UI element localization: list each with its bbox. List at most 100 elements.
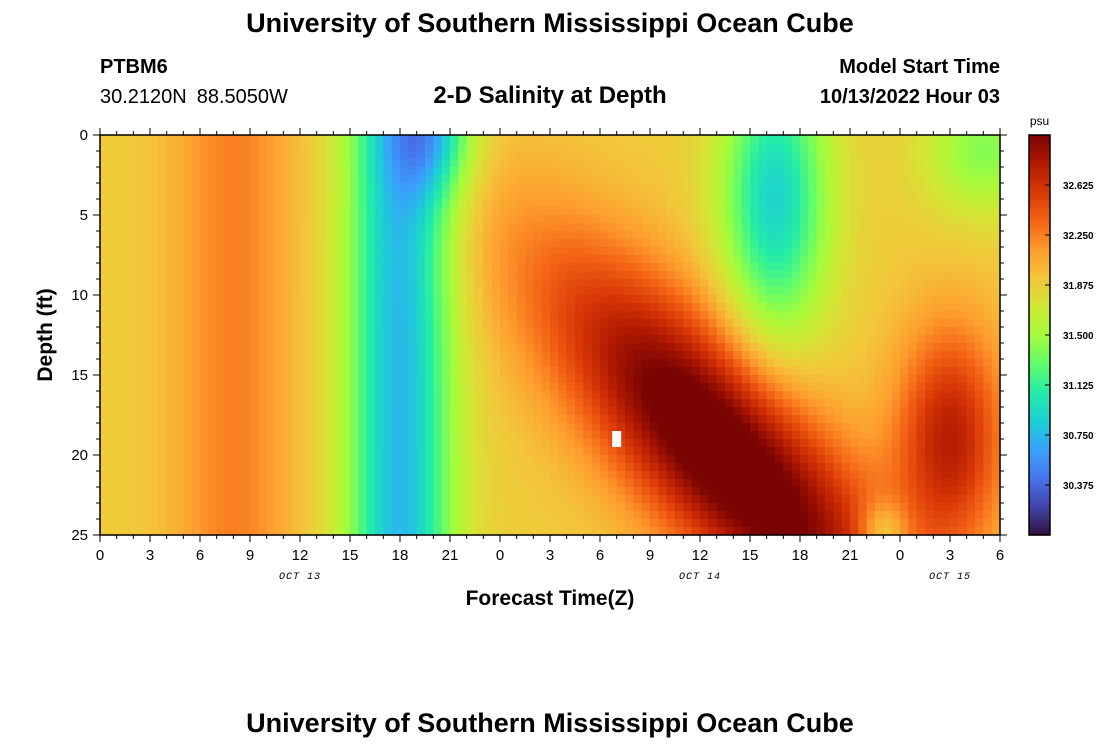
heatmap-cell <box>100 199 109 208</box>
heatmap-cell <box>766 399 776 408</box>
heatmap-cell <box>900 407 909 416</box>
heatmap-cell <box>191 287 201 296</box>
heatmap-cell <box>925 239 934 248</box>
heatmap-cell <box>700 207 709 216</box>
heatmap-cell <box>183 255 193 264</box>
heatmap-cell <box>850 231 859 240</box>
heatmap-cell <box>375 295 384 304</box>
heatmap-cell <box>633 231 643 240</box>
heatmap-cell <box>733 463 743 472</box>
heatmap-cell <box>833 207 843 216</box>
heatmap-cell <box>441 455 451 464</box>
heatmap-cell <box>166 271 176 280</box>
heatmap-cell <box>466 463 476 472</box>
heatmap-cell <box>458 231 468 240</box>
heatmap-cell <box>908 151 918 160</box>
heatmap-cell <box>108 239 118 248</box>
heatmap-cell <box>900 319 909 328</box>
heatmap-cell <box>583 151 593 160</box>
heatmap-cell <box>191 335 201 344</box>
heatmap-cell <box>725 375 734 384</box>
heatmap-cell <box>891 263 901 272</box>
heatmap-cell <box>100 319 109 328</box>
heatmap-cell <box>141 199 151 208</box>
heatmap-cell <box>725 135 734 144</box>
heatmap-cell <box>208 479 218 488</box>
heatmap-cell <box>691 143 701 152</box>
heatmap-cell <box>391 159 401 168</box>
heatmap-cell <box>591 359 601 368</box>
heatmap-cell <box>216 495 226 504</box>
heatmap-cell <box>500 463 509 472</box>
heatmap-cell <box>516 527 526 536</box>
heatmap-cell <box>741 439 751 448</box>
heatmap-cell <box>525 367 534 376</box>
heatmap-cell <box>433 327 443 336</box>
heatmap-cell <box>458 175 468 184</box>
heatmap-cell <box>600 463 609 472</box>
heatmap-cell <box>183 215 193 224</box>
heatmap-cell <box>158 279 168 288</box>
heatmap-cell <box>133 175 143 184</box>
heatmap-cell <box>916 295 926 304</box>
heatmap-cell <box>225 439 234 448</box>
heatmap-cell <box>233 199 243 208</box>
heatmap-cell <box>133 207 143 216</box>
heatmap-cell <box>791 407 801 416</box>
heatmap-cell <box>833 447 843 456</box>
heatmap-cell <box>500 455 509 464</box>
heatmap-cell <box>433 447 443 456</box>
heatmap-cell <box>550 439 559 448</box>
heatmap-cell <box>266 135 276 144</box>
heatmap-cell <box>525 455 534 464</box>
heatmap-cell <box>375 175 384 184</box>
heatmap-cell <box>158 511 168 520</box>
heatmap-cell <box>116 231 126 240</box>
heatmap-cell <box>716 335 726 344</box>
heatmap-cell <box>891 487 901 496</box>
heatmap-cell <box>575 223 584 232</box>
heatmap-cell <box>733 423 743 432</box>
station-coordinates: 30.2120N 88.5050W <box>100 86 298 109</box>
heatmap-cell <box>783 215 793 224</box>
heatmap-cell <box>291 359 301 368</box>
heatmap-cell <box>291 479 301 488</box>
heatmap-cell <box>475 351 484 360</box>
heatmap-cell <box>333 263 343 272</box>
heatmap-cell <box>491 527 501 536</box>
heatmap-cell <box>691 215 701 224</box>
heatmap-cell <box>525 255 534 264</box>
heatmap-cell <box>875 239 884 248</box>
heatmap-cell <box>175 503 184 512</box>
heatmap-cell <box>383 143 393 152</box>
heatmap-cell <box>550 183 559 192</box>
heatmap-cell <box>758 415 768 424</box>
heatmap-cell <box>816 247 826 256</box>
heatmap-cell <box>108 191 118 200</box>
heatmap-cell <box>516 495 526 504</box>
heatmap-cell <box>658 263 668 272</box>
heatmap-cell <box>650 271 659 280</box>
heatmap-cell <box>666 415 676 424</box>
heatmap-cell <box>516 415 526 424</box>
heatmap-cell <box>541 223 551 232</box>
heatmap-cell <box>891 319 901 328</box>
heatmap-cell <box>391 183 401 192</box>
heatmap-cell <box>883 135 893 144</box>
heatmap-cell <box>208 431 218 440</box>
heatmap-cell <box>150 143 159 152</box>
heatmap-cell <box>175 231 184 240</box>
heatmap-cell <box>683 295 693 304</box>
heatmap-cell <box>808 143 818 152</box>
heatmap-cell <box>266 327 276 336</box>
heatmap-cell <box>608 519 618 528</box>
heatmap-cell <box>766 423 776 432</box>
heatmap-cell <box>341 407 351 416</box>
heatmap-cell <box>150 263 159 272</box>
heatmap-cell <box>400 167 409 176</box>
heatmap-cell <box>566 183 576 192</box>
heatmap-cell <box>366 359 376 368</box>
heatmap-cell <box>158 423 168 432</box>
heatmap-cell <box>758 479 768 488</box>
heatmap-cell <box>541 199 551 208</box>
